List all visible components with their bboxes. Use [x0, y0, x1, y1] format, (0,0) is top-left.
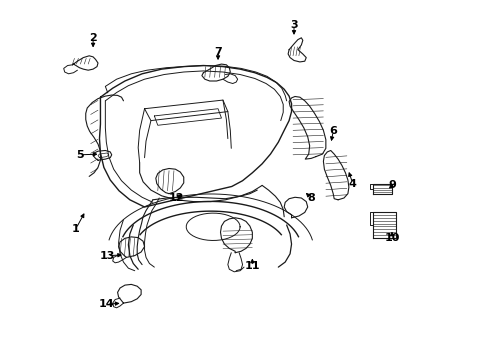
Text: 2: 2 — [89, 33, 97, 43]
Text: 8: 8 — [307, 193, 315, 203]
Text: 4: 4 — [349, 179, 357, 189]
Text: 5: 5 — [76, 150, 84, 160]
Text: 13: 13 — [100, 251, 116, 261]
Text: 1: 1 — [72, 224, 80, 234]
Text: 10: 10 — [384, 233, 400, 243]
Text: 6: 6 — [329, 126, 337, 136]
Text: 9: 9 — [388, 180, 396, 190]
Text: 7: 7 — [214, 47, 222, 57]
Text: 3: 3 — [290, 20, 298, 30]
Text: 12: 12 — [169, 193, 184, 203]
Text: 14: 14 — [99, 299, 115, 309]
Text: 11: 11 — [245, 261, 260, 271]
